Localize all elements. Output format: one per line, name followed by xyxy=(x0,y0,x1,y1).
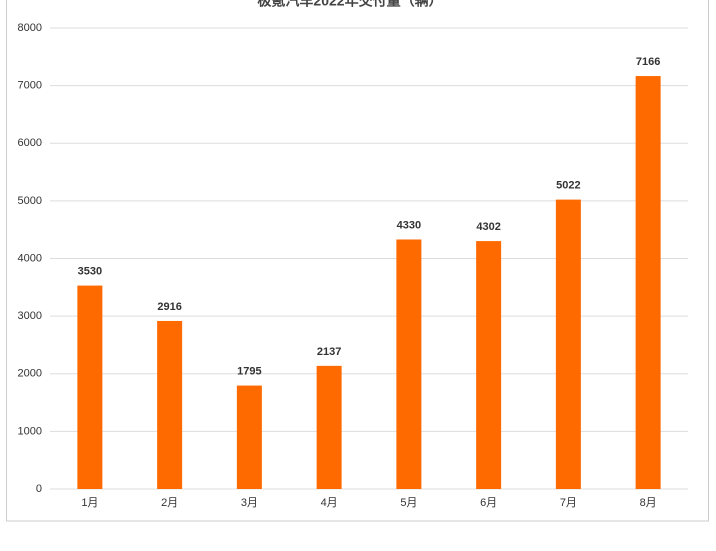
x-tick-label: 8月 xyxy=(640,497,657,509)
bar xyxy=(635,76,661,489)
bar xyxy=(316,365,342,489)
y-tick-label: 4000 xyxy=(18,252,42,264)
data-label: 7166 xyxy=(636,56,660,68)
bar xyxy=(555,199,581,490)
data-label: 2916 xyxy=(157,301,181,313)
data-label: 2137 xyxy=(317,346,341,358)
data-label: 3530 xyxy=(78,265,102,277)
y-tick-label: 6000 xyxy=(18,137,42,149)
y-tick-label: 2000 xyxy=(18,368,42,380)
y-tick-label: 7000 xyxy=(18,80,42,92)
data-label: 5022 xyxy=(556,180,580,192)
bar xyxy=(236,385,262,489)
bar xyxy=(157,320,183,489)
x-tick-label: 6月 xyxy=(480,497,497,509)
data-label: 4330 xyxy=(397,219,421,231)
y-tick-label: 5000 xyxy=(18,195,42,207)
x-tick-label: 3月 xyxy=(241,497,258,509)
chart-frame xyxy=(6,0,709,522)
x-tick-label: 2月 xyxy=(161,497,178,509)
y-tick-label: 3000 xyxy=(18,310,42,322)
y-tick-label: 0 xyxy=(36,483,42,495)
x-tick-label: 4月 xyxy=(321,497,338,509)
bar xyxy=(476,241,502,489)
x-tick-label: 1月 xyxy=(81,497,98,509)
y-tick-label: 1000 xyxy=(18,425,42,437)
bar xyxy=(77,285,103,489)
x-tick-label: 5月 xyxy=(400,497,417,509)
x-tick-label: 7月 xyxy=(560,497,577,509)
bar xyxy=(396,239,422,489)
data-label: 1795 xyxy=(237,365,261,377)
chart-title: 极氪汽车2022年交付量（辆） xyxy=(257,0,442,9)
y-tick-label: 8000 xyxy=(18,22,42,34)
data-label: 4302 xyxy=(476,221,500,233)
